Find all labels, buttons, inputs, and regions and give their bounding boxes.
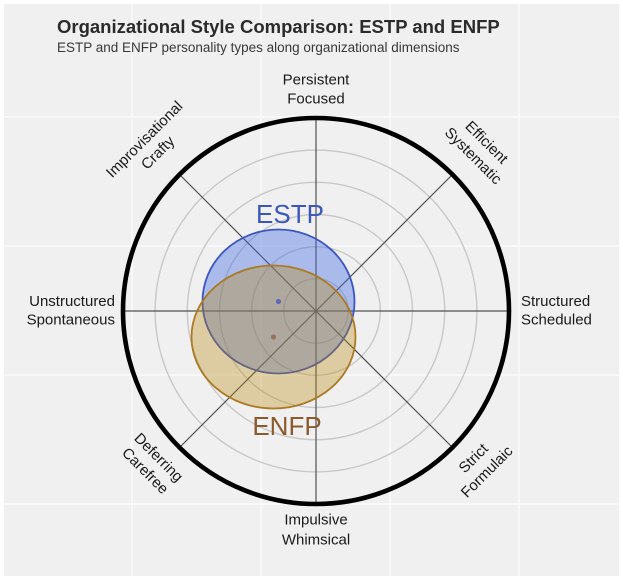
axis-label-left-line1: Unstructured — [29, 293, 115, 310]
series-layer — [190, 228, 357, 410]
axis-label-top: Persistent Focused — [283, 72, 351, 108]
axis-label-right-line2: Scheduled — [521, 312, 592, 329]
enfp-series-label: ENFP — [252, 411, 321, 441]
enfp-center-dot — [270, 334, 277, 340]
axis-label-left-line2: Spontaneous — [27, 312, 115, 329]
axis-label-right: Structured Scheduled — [521, 293, 592, 329]
axis-label-top-line2: Focused — [287, 91, 345, 108]
axis-label-top-line1: Persistent — [283, 72, 351, 89]
page-title: Organizational Style Comparison: ESTP an… — [57, 16, 500, 37]
axis-label-bottom-line1: Impulsive — [284, 512, 347, 529]
axis-label-bottom: Impulsive Whimsical — [282, 512, 350, 549]
axis-label-bottom-line2: Whimsical — [282, 532, 350, 549]
axis-label-left: Unstructured Spontaneous — [27, 293, 115, 329]
page-subtitle: ESTP and ENFP personality types along or… — [57, 40, 460, 55]
outer-boundary-circle — [120, 115, 512, 507]
figure-grid — [4, 4, 619, 576]
panel-background — [4, 4, 619, 576]
estp-series-label: ESTP — [256, 199, 324, 229]
estp-center-dot — [275, 298, 282, 305]
axis-spokes — [123, 118, 509, 504]
axis-label-right-line1: Structured — [521, 293, 590, 310]
